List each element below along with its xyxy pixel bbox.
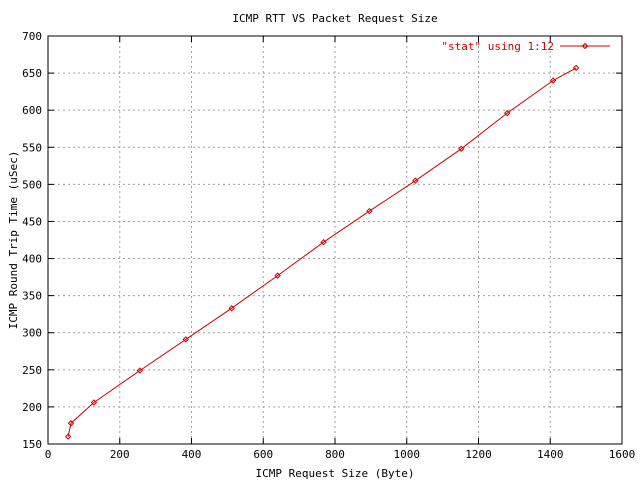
x-tick-label: 1200 xyxy=(465,448,492,461)
y-axis-label: ICMP Round Trip Time (uSec) xyxy=(7,151,20,330)
legend-marker-sample xyxy=(581,42,589,50)
data-point-marker xyxy=(64,433,72,440)
y-tick-label: 650 xyxy=(22,67,42,80)
y-tick-label: 550 xyxy=(22,141,42,154)
y-tick-label: 200 xyxy=(22,401,42,414)
data-point-marker xyxy=(274,272,281,279)
data-point-marker xyxy=(320,239,327,246)
y-tick-label: 250 xyxy=(22,364,42,377)
grid-lines xyxy=(48,36,622,444)
x-tick-label: 1400 xyxy=(537,448,564,461)
data-point-marker xyxy=(572,64,580,72)
data-point-marker xyxy=(458,145,465,152)
y-tick-label: 450 xyxy=(22,215,42,228)
y-tick-label: 300 xyxy=(22,327,42,340)
y-tick-label: 500 xyxy=(22,178,42,191)
y-tick-label: 600 xyxy=(22,104,42,117)
series-line xyxy=(67,67,577,437)
x-tick-label: 800 xyxy=(325,448,345,461)
x-tick-label: 600 xyxy=(253,448,273,461)
x-tick-label: 0 xyxy=(45,448,52,461)
data-point-marker xyxy=(412,177,419,184)
data-point-marker xyxy=(503,109,511,117)
data-point-marker xyxy=(182,336,189,343)
y-tick-label: 400 xyxy=(22,253,42,266)
series-layer xyxy=(64,64,580,440)
x-tick-label: 200 xyxy=(110,448,130,461)
y-tick-label: 700 xyxy=(22,30,42,43)
data-point-marker xyxy=(228,305,235,312)
data-point-marker xyxy=(90,399,98,406)
x-tick-label: 400 xyxy=(182,448,202,461)
axes: 0 200 400 600 800 1000 1200 1400 1600 150 200 250 30… xyxy=(22,30,635,461)
data-point-marker xyxy=(67,420,75,427)
x-tick-label: 1600 xyxy=(609,448,636,461)
legend: "stat" using 1:12 xyxy=(441,40,610,53)
chart-title: ICMP RTT VS Packet Request Size xyxy=(232,12,437,25)
x-tick-label: 1000 xyxy=(394,448,421,461)
legend-label: "stat" using 1:12 xyxy=(441,40,554,53)
y-tick-label: 350 xyxy=(22,290,42,303)
data-point-marker xyxy=(366,207,373,215)
data-point-marker xyxy=(136,367,144,374)
x-axis-label: ICMP Request Size (Byte) xyxy=(256,467,415,480)
data-point-marker xyxy=(549,77,557,84)
y-tick-label: 150 xyxy=(22,438,42,451)
